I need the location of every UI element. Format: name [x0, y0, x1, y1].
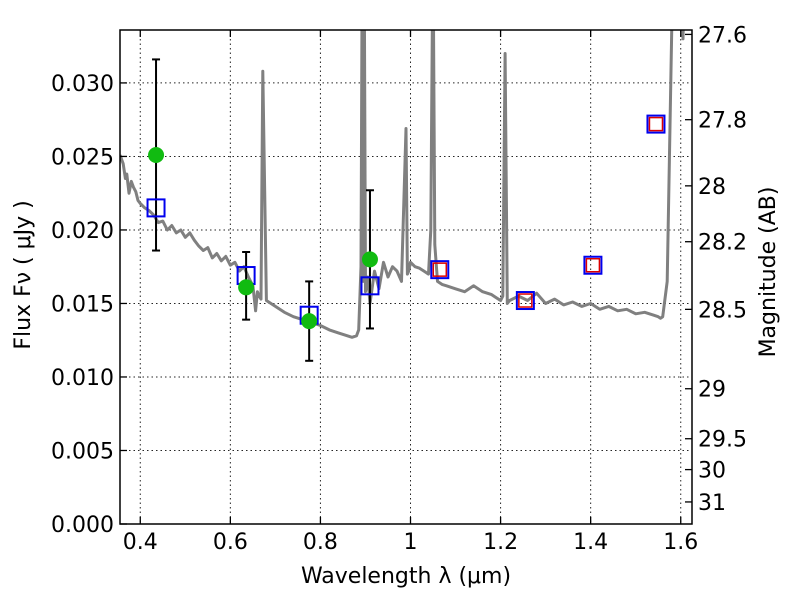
model-flux-marker: [583, 255, 603, 275]
y2-axis-label: Magnitude (AB): [756, 187, 781, 358]
x-tick-label: 0.4: [123, 530, 158, 555]
x-axis-label: Wavelength λ (μm): [301, 564, 511, 589]
plot-area: [120, 30, 685, 362]
mag-tick-label: 31: [698, 491, 726, 516]
observed-flux-point: [148, 146, 165, 163]
predicted-flux-marker: [585, 257, 601, 273]
predicted-flux-marker: [648, 116, 664, 132]
grid: [120, 30, 692, 524]
model-flux-marker: [146, 198, 166, 218]
x-tick-label: 1.4: [573, 530, 608, 555]
model-spectrum-line: [120, 30, 685, 339]
observed-flux-point: [361, 251, 378, 268]
mag-tick-label: 28.2: [698, 231, 747, 256]
observed-flux-point: [301, 313, 318, 330]
mag-tick-label: 27.6: [698, 23, 747, 48]
observed-flux-point: [238, 279, 255, 296]
mag-tick-label: 29.5: [698, 428, 747, 453]
axis-ticks: 0.4 0.6 0.8 1 1.2 1.4 1.6 0.000 0.005 0.010 0.015 0…: [51, 23, 747, 555]
y-tick-label: 0.015: [51, 292, 114, 317]
y-tick-label: 0.000: [51, 513, 114, 538]
model-flux-marker: [360, 276, 380, 296]
y-tick-label: 0.010: [51, 366, 114, 391]
x-tick-label: 1.2: [483, 530, 518, 555]
y-tick-label: 0.005: [51, 439, 114, 464]
y-tick-label: 0.025: [51, 145, 114, 170]
x-tick-label: 1: [404, 530, 418, 555]
model-flux-marker: [430, 260, 450, 280]
mag-tick-label: 29: [698, 378, 726, 403]
mag-tick-label: 27.8: [698, 109, 747, 134]
y-axis-label: Flux Fν ( μJy ): [11, 200, 36, 349]
mag-tick-label: 28.5: [698, 298, 747, 323]
y-tick-label: 0.030: [51, 72, 114, 97]
x-tick-label: 0.8: [303, 530, 338, 555]
mag-tick-label: 30: [698, 459, 726, 484]
mag-tick-label: 28: [698, 175, 726, 200]
model-flux-marker: [646, 114, 666, 134]
predicted-flux-marker: [432, 262, 448, 277]
x-tick-label: 0.6: [213, 530, 248, 555]
model-flux-marker: [515, 291, 535, 311]
y-tick-label: 0.020: [51, 219, 114, 244]
predicted-flux-marker: [518, 293, 533, 308]
axes-frame: [119, 29, 693, 525]
x-tick-label: 1.6: [663, 530, 698, 555]
